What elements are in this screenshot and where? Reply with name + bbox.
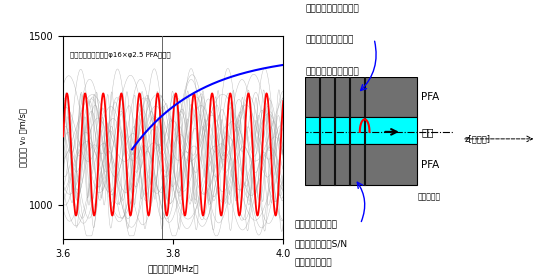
- X-axis label: 周波数ｆ（MHz）: 周波数ｆ（MHz）: [147, 265, 199, 274]
- Text: 変位を計算したら液体: 変位を計算したら液体: [305, 4, 359, 13]
- Text: 心のモードであった。: 心のモードであった。: [305, 67, 359, 76]
- Text: z[中心軸]: z[中心軸]: [465, 134, 491, 143]
- Text: の点でも有利。: の点でも有利。: [294, 258, 332, 268]
- Text: PFA: PFA: [421, 92, 439, 102]
- Text: 立しているためS/N: 立しているためS/N: [294, 239, 348, 248]
- Bar: [305, 117, 417, 144]
- Text: PFA: PFA: [421, 160, 439, 170]
- Bar: [305, 144, 417, 185]
- Bar: [305, 77, 417, 117]
- Text: 他のモードから弧: 他のモードから弧: [294, 220, 337, 229]
- Text: パイプ断面: パイプ断面: [418, 192, 441, 202]
- Y-axis label: 伝携速度 v₀ （m/s）: 伝携速度 v₀ （m/s）: [19, 108, 28, 167]
- Text: を伝搬する縦波が中: を伝搬する縦波が中: [305, 36, 354, 45]
- Text: 液体: 液体: [421, 127, 433, 137]
- Text: 内部に水を満たしたφ16×φ2.5 PFAパイプ: 内部に水を満たしたφ16×φ2.5 PFAパイプ: [70, 51, 170, 58]
